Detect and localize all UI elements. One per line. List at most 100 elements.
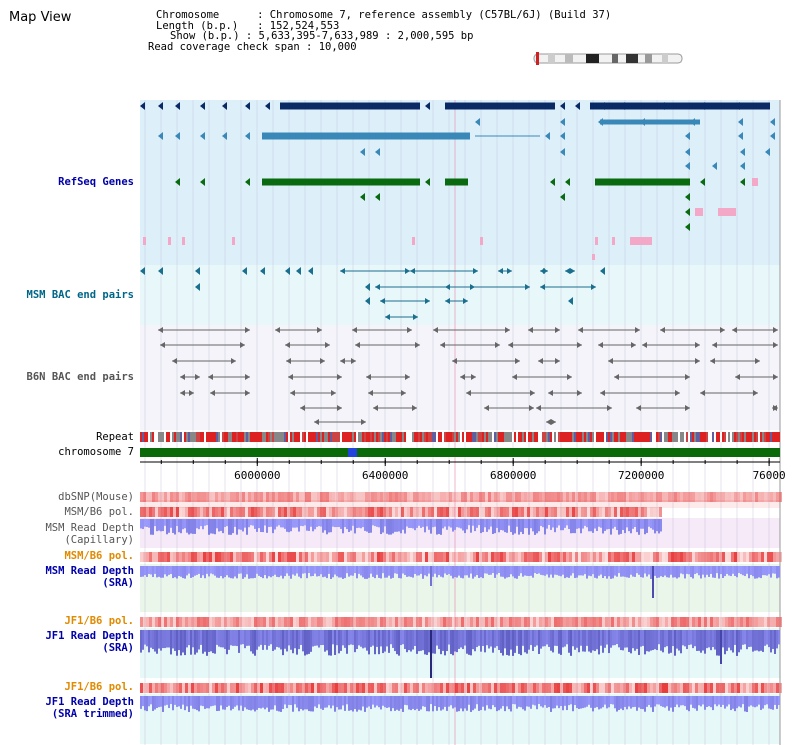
jf1-sra-depth-bar — [348, 630, 350, 646]
jf1-sra-depth-bar — [538, 630, 540, 654]
repeat-segment — [736, 432, 738, 442]
dbsnp-cell — [563, 492, 566, 502]
jf1-b6-pol-cell — [554, 617, 557, 627]
msm-b6-pol2-cell — [497, 552, 500, 562]
msm-cap-depth-bar — [608, 519, 610, 529]
jf1-b6-pol2-cell — [515, 683, 518, 693]
msm-b6-pol2-cell — [545, 552, 548, 562]
track-label-refseq[interactable]: RefSeq Genes — [58, 176, 134, 188]
jf1-b6-pol-cell — [353, 617, 356, 627]
jf1-trim-depth-bar — [202, 696, 204, 707]
jf1-trim-depth-bar — [308, 696, 310, 712]
jf1-sra-depth-bar — [738, 630, 740, 653]
msm-b6-pol2-cell — [650, 552, 653, 562]
msm-cap-depth-bar — [148, 519, 150, 528]
repeat-segment — [152, 432, 154, 442]
jf1-b6-pol-cell — [278, 617, 281, 627]
msm-b6-pol2-cell — [485, 552, 488, 562]
msm-b6-pol2-cell — [437, 552, 440, 562]
jf1-sra-depth-bar — [254, 630, 256, 656]
jf1-b6-pol2-cell — [764, 683, 767, 693]
jf1-trim-depth-bar — [522, 696, 524, 710]
msm-b6-pol2-cell — [488, 552, 491, 562]
dbsnp-cell — [620, 492, 623, 502]
dbsnp-cell — [401, 492, 404, 502]
jf1-sra-depth-bar — [526, 630, 528, 654]
jf1-sra-depth-bar — [362, 630, 364, 649]
jf1-trim-depth-bar — [720, 696, 722, 708]
refseq-gene-arrow — [740, 178, 745, 186]
jf1-b6-pol2-cell — [338, 683, 341, 693]
jf1-sra-depth-bar — [432, 630, 434, 654]
msm-sra-depth-bar — [558, 566, 560, 576]
msm-cap-depth-bar — [154, 519, 156, 527]
jf1-b6-pol-cell — [509, 617, 512, 627]
dbsnp-cell — [626, 492, 629, 502]
msm-cap-depth-bar — [234, 519, 236, 527]
repeat-segment — [602, 432, 604, 442]
jf1-sra-depth-bar — [754, 630, 756, 651]
dbsnp-cell — [611, 492, 614, 502]
jf1-sra-depth-bar — [140, 630, 142, 653]
dbsnp-cell — [431, 492, 434, 502]
jf1-b6-pol-cell — [308, 617, 311, 627]
msm-cap-depth-bar — [296, 519, 298, 528]
msm-b6-pol-cell — [245, 507, 248, 517]
msm-b6-pol2-cell — [404, 552, 407, 562]
jf1-b6-pol2-cell — [707, 683, 710, 693]
jf1-b6-pol-cell — [275, 617, 278, 627]
msm-b6-pol2-cell — [656, 552, 659, 562]
jf1-sra-depth-bar — [698, 630, 700, 651]
dbsnp-cell — [269, 492, 272, 502]
msm-b6-pol2-cell — [170, 552, 173, 562]
dbsnp-cell — [317, 492, 320, 502]
jf1-sra-depth-bar — [446, 630, 448, 652]
jf1-sra-depth-bar — [182, 630, 184, 653]
dbsnp-cell — [212, 492, 215, 502]
msm-b6-pol2-cell — [704, 552, 707, 562]
jf1-b6-pol2-cell — [191, 683, 194, 693]
msm-b6-pol2-cell — [413, 552, 416, 562]
msm-cap-depth-bar — [632, 519, 634, 529]
msm-cap-depth-bar — [492, 519, 494, 534]
b6n-bac-pair-end — [407, 327, 412, 333]
track-label-b6n-bac[interactable]: B6N BAC end pairs — [26, 371, 134, 383]
jf1-b6-pol2-cell — [398, 683, 401, 693]
jf1-b6-pol2-cell — [350, 683, 353, 693]
jf1-trim-depth-bar — [464, 696, 466, 709]
msm-cap-depth-bar — [294, 519, 296, 528]
b6n-bac-pair-end — [331, 390, 336, 396]
jf1-sra-depth-bar — [618, 630, 620, 648]
msm-cap-depth-bar — [416, 519, 418, 528]
repeat-segment — [376, 432, 378, 442]
jf1-b6-pol2-cell — [557, 683, 560, 693]
repeat-segment — [560, 432, 562, 442]
jf1-trim-depth-bar — [482, 696, 484, 707]
jf1-b6-pol-cell — [431, 617, 434, 627]
msm-b6-pol-cell — [374, 507, 377, 517]
jf1-b6-pol-cell — [521, 617, 524, 627]
repeat-segment — [766, 432, 768, 442]
msm-cap-depth-bar — [306, 519, 308, 531]
dbsnp-cell — [569, 492, 572, 502]
repeat-segment — [232, 432, 234, 442]
jf1-trim-depth-bar — [534, 696, 536, 706]
track-label-msm-bac[interactable]: MSM BAC end pairs — [26, 289, 134, 301]
refseq-gene-arrow — [738, 132, 743, 140]
msm-sra-depth-bar — [302, 566, 304, 574]
jf1-b6-pol2-cell — [488, 683, 491, 693]
refseq-gene-arrow — [560, 148, 565, 156]
msm-b6-pol-cell — [512, 507, 515, 517]
msm-b6-pol-cell — [290, 507, 293, 517]
jf1-sra-depth-bar — [482, 630, 484, 646]
jf1-trim-depth-bar — [694, 696, 696, 709]
jf1-sra-depth-bar — [184, 630, 186, 656]
msm-cap-depth-bar — [582, 519, 584, 529]
jf1-trim-depth-bar — [206, 696, 208, 709]
jf1-trim-depth-bar — [164, 696, 166, 706]
msm-b6-pol2-cell — [434, 552, 437, 562]
jf1-sra-depth-bar — [144, 630, 146, 645]
msm-cap-depth-bar — [194, 519, 196, 534]
repeat-segment — [526, 432, 528, 442]
